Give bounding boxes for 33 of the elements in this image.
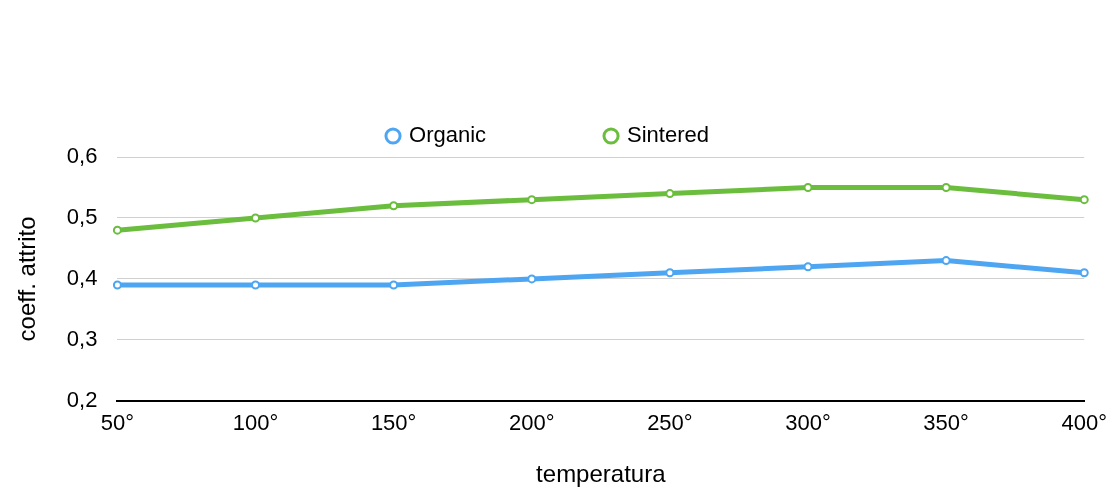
point (941, 182, 951, 192)
x-tick-label: 400° (1061, 410, 1108, 436)
x-tick-label: 350° (923, 410, 969, 436)
x-tick-label: 200° (509, 410, 555, 436)
point (389, 280, 399, 290)
point (803, 262, 813, 272)
y-tick-label: 0,4 (66, 264, 98, 290)
point (527, 274, 537, 284)
point (389, 201, 399, 211)
point (1079, 195, 1089, 205)
legend-label: Organic (409, 122, 487, 148)
x-tick-label: 50° (100, 410, 135, 436)
point (803, 182, 813, 192)
x-tick-label: 250° (647, 410, 693, 436)
x-tick-label: 300° (785, 410, 831, 436)
point (665, 268, 675, 278)
x-axis-title: temperatura (536, 460, 667, 488)
x-tick-label: 150° (370, 410, 417, 436)
y-tick-label: 0,5 (66, 204, 98, 230)
point (1079, 268, 1089, 278)
point (527, 195, 537, 205)
y-tick-label: 0,2 (66, 386, 98, 412)
point (665, 189, 675, 199)
point (112, 280, 122, 290)
point (941, 256, 951, 266)
y-tick-label: 0,6 (66, 143, 98, 169)
x-tick-label: 100° (232, 410, 279, 436)
y-tick-label: 0,3 (66, 325, 98, 351)
y-axis-title: coeff. attrito (13, 216, 41, 342)
point (112, 225, 122, 235)
point (251, 280, 261, 290)
legend-label: Sintered (627, 122, 709, 148)
point (251, 213, 261, 223)
